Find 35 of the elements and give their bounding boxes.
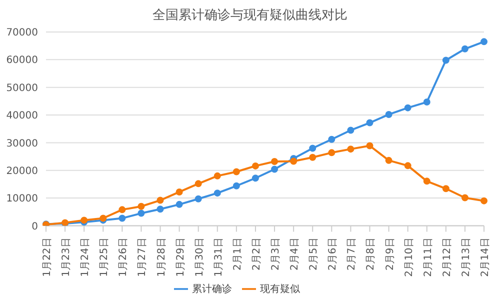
- x-tick-label: 2月7日: [346, 238, 358, 270]
- x-tick-label: 2月12日: [442, 238, 453, 277]
- x-tick-label: 2月11日: [422, 238, 434, 277]
- x-tick-label: 2月3日: [270, 238, 282, 270]
- y-tick-label: 10000: [6, 194, 38, 205]
- x-tick-label: 2月13日: [460, 238, 472, 277]
- x-tick-label: 2月5日: [308, 238, 320, 270]
- y-tick-label: 70000: [6, 28, 38, 39]
- x-tick-label: 1月26日: [118, 238, 130, 277]
- x-tick-label: 2月2日: [251, 238, 262, 270]
- x-tick-label: 2月8日: [366, 238, 377, 270]
- x-tick-label: 1月29日: [175, 238, 186, 277]
- x-tick-label: 2月1日: [232, 238, 244, 270]
- y-tick-label: 60000: [6, 55, 38, 66]
- x-tick-label: 1月23日: [61, 238, 72, 277]
- x-tick-label: 2月9日: [384, 238, 396, 270]
- y-tick-label: 0: [32, 221, 38, 232]
- x-tick-label: 1月30日: [194, 238, 206, 277]
- x-tick-label: 1月25日: [99, 238, 110, 277]
- chart-title: 全国累计确诊与现有疑似曲线对比: [152, 7, 348, 25]
- x-tick-label: 1月28日: [156, 238, 168, 277]
- legend-label: 累计确诊: [192, 284, 232, 294]
- y-tick-label: 20000: [6, 166, 38, 177]
- x-tick-label: 1月31日: [213, 238, 224, 277]
- x-tick-label: 1月27日: [137, 238, 148, 277]
- x-tick-label: 2月10日: [404, 238, 415, 277]
- x-tick-label: 2月14日: [480, 238, 491, 277]
- legend-label: 现有疑似: [260, 284, 300, 294]
- x-tick-label: 2月4日: [290, 238, 301, 270]
- y-tick-label: 30000: [6, 138, 38, 150]
- x-tick-label: 1月22日: [42, 238, 53, 277]
- x-tick-label: 2月6日: [328, 238, 339, 270]
- y-tick-label: 50000: [6, 82, 38, 94]
- y-tick-label: 40000: [6, 110, 38, 122]
- x-tick-label: 1月24日: [80, 238, 92, 277]
